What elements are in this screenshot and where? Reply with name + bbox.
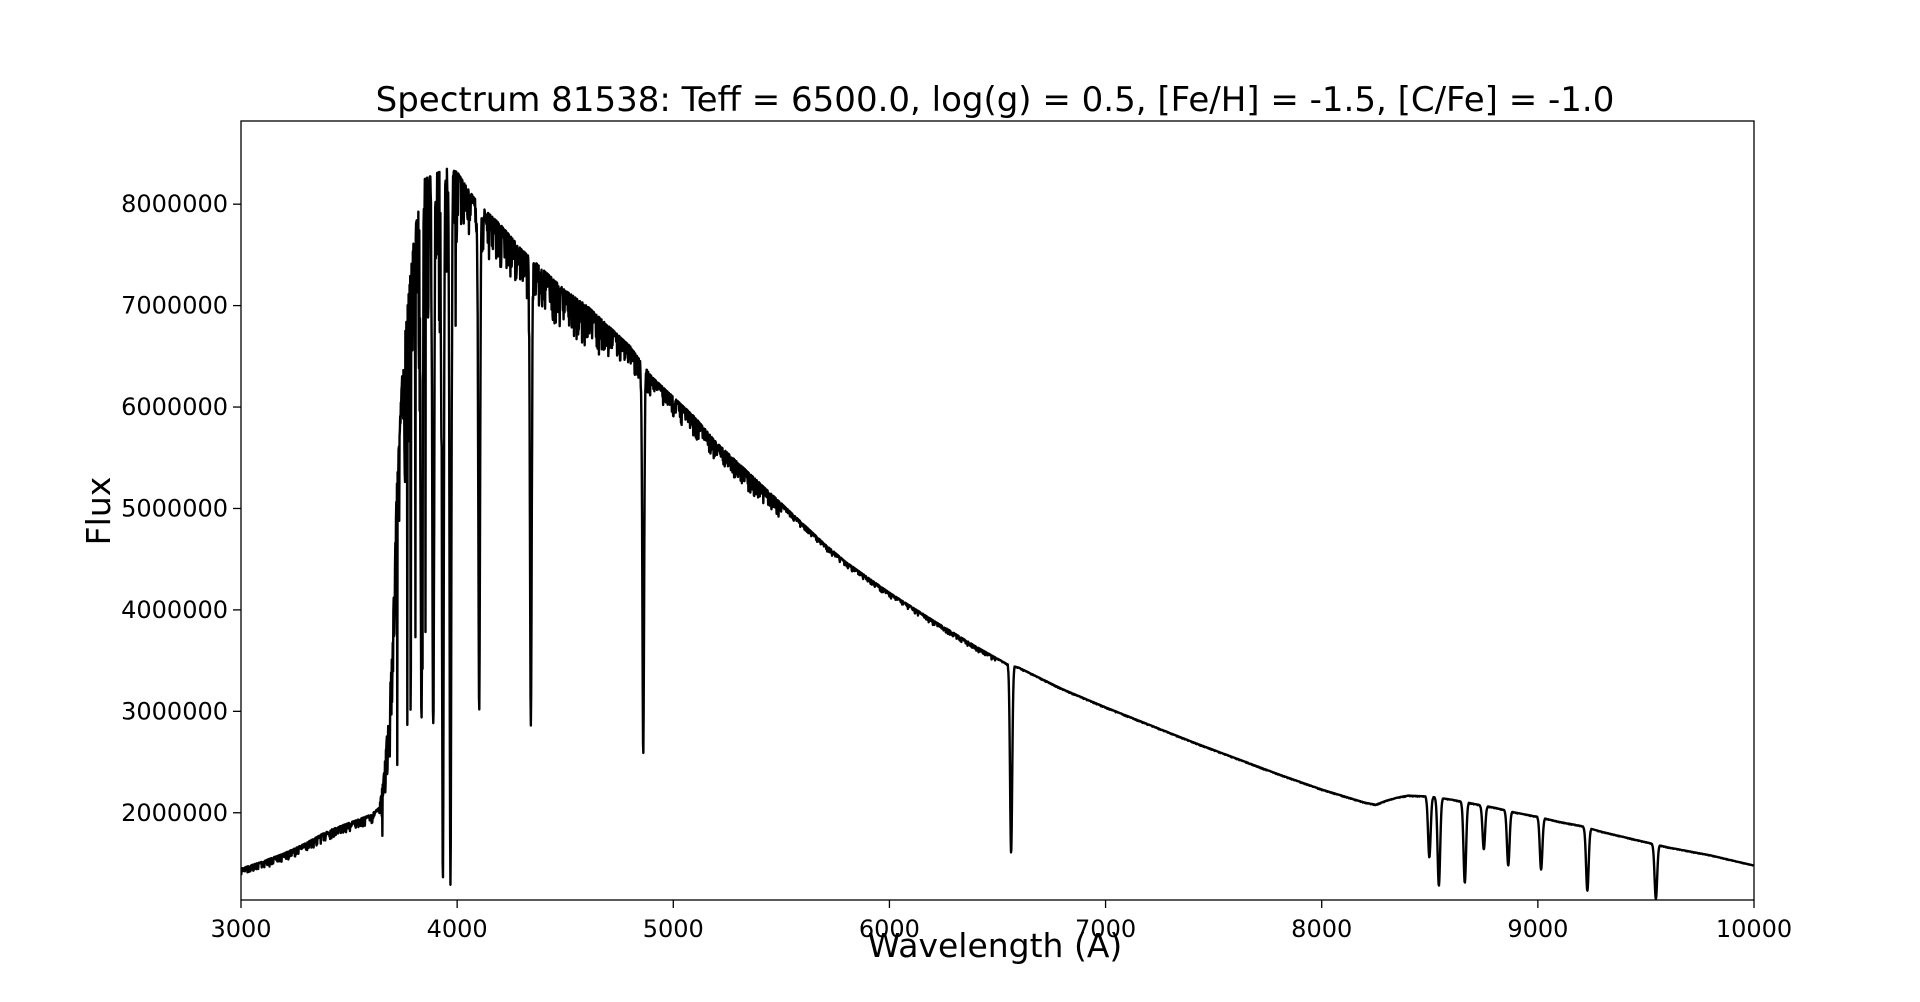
x-tick-label: 4000 (427, 915, 488, 943)
x-tick-label: 7000 (1075, 915, 1136, 943)
x-tick-label: 9000 (1507, 915, 1568, 943)
y-tick-label: 7000000 (121, 292, 228, 320)
y-tick-label: 5000000 (121, 494, 228, 522)
y-axis-label: Flux (79, 477, 118, 546)
y-tick-label: 2000000 (121, 799, 228, 827)
x-tick-label: 8000 (1291, 915, 1352, 943)
x-tick-label: 6000 (859, 915, 920, 943)
plot-frame (240, 120, 1755, 901)
y-tick-label: 3000000 (121, 697, 228, 725)
spectrum-line (241, 167, 1754, 900)
y-tick-label: 8000000 (121, 190, 228, 218)
x-tick-label: 10000 (1716, 915, 1792, 943)
x-tick-label: 3000 (210, 915, 271, 943)
plot-area (241, 167, 1754, 900)
axes: 3000 4000 5000 6000 7000 8000 9000 10000 2000000… (121, 120, 1792, 943)
y-tick-label: 4000000 (121, 596, 228, 624)
y-tick-label: 6000000 (121, 393, 228, 421)
x-axis-label: Wavelength (A) (868, 926, 1123, 965)
chart-title: Spectrum 81538: Teff = 6500.0, log(g) = … (376, 80, 1615, 120)
x-tick-label: 5000 (643, 915, 704, 943)
